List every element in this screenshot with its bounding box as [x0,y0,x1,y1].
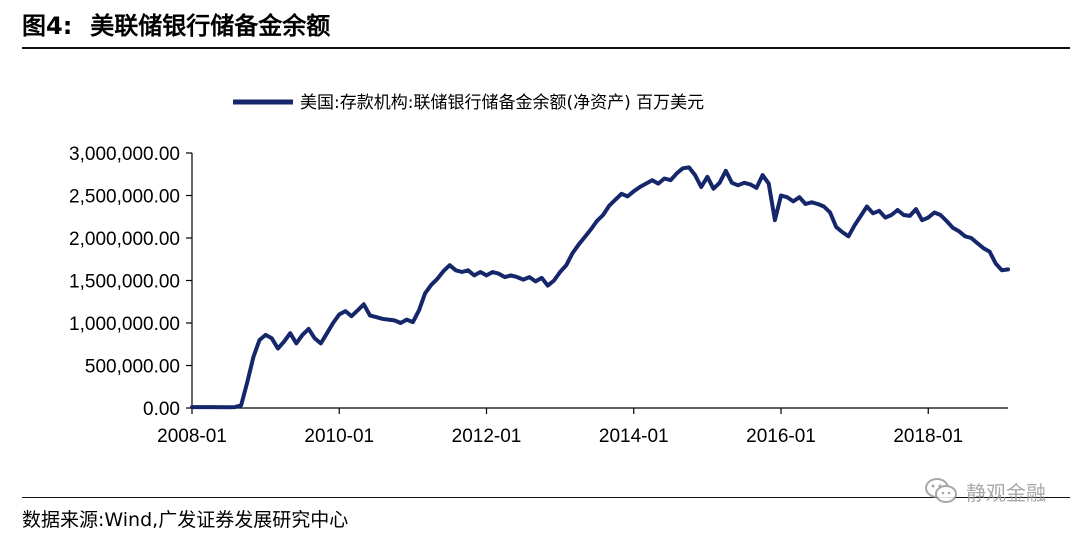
y-tick-label: 3,000,000.00 [69,144,180,165]
figure-number: 图4: [22,12,73,40]
y-tick-label: 2,500,000.00 [69,187,180,208]
y-tick-label: 0.00 [143,399,180,420]
legend-label: 美国:存款机构:联储银行储备金余额(净资产) 百万美元 [300,93,704,113]
watermark-text: 静观金融 [966,480,1046,505]
source-note: 数据来源:Wind,广发证券发展研究中心 [22,509,349,531]
series-line [190,165,1010,410]
x-tick-label: 2008-01 [157,426,227,447]
x-axis: 2008-01 2010-01 2012-01 2014-01 2016-01 2018-… [157,407,1008,447]
y-tick-label: 1,500,000.00 [69,272,180,293]
figure-header: 图4: 美联储银行储备金余额 [22,6,330,46]
figure-title: 美联储银行储备金余额 [90,12,331,40]
x-tick-label: 2018-01 [893,426,963,447]
y-tick-label: 1,000,000.00 [69,314,180,335]
wechat-icon [925,478,957,503]
footer-rule [22,497,1070,498]
y-tick-label: 500,000.00 [85,357,180,378]
y-axis: 0.00 500,000.00 1,000,000.00 1,500,000.00 2,… [69,144,193,420]
series-layer [190,165,1010,410]
x-tick-label: 2016-01 [746,426,816,447]
x-tick-label: 2014-01 [599,426,669,447]
watermark: 静观金融 [924,474,1046,508]
header-rule [22,47,1070,49]
y-tick-label: 2,000,000.00 [69,229,180,250]
chart-legend: 美国:存款机构:联储银行储备金余额(净资产) 百万美元 [233,93,704,113]
x-tick-label: 2010-01 [304,426,374,447]
x-tick-label: 2012-01 [452,426,522,447]
